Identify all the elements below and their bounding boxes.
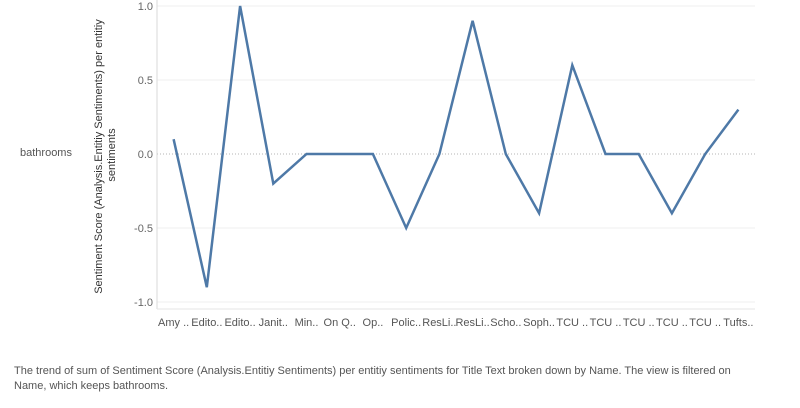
data-point[interactable] bbox=[270, 181, 276, 187]
x-tick-label: Min.. bbox=[295, 317, 319, 329]
data-point[interactable] bbox=[204, 284, 210, 290]
y-tick-label: -1.0 bbox=[134, 297, 153, 309]
data-point[interactable] bbox=[669, 210, 675, 216]
data-point[interactable] bbox=[370, 151, 376, 157]
x-tick-label: Polic.. bbox=[391, 317, 421, 329]
x-tick-label: ResLi.. bbox=[455, 317, 489, 329]
data-point[interactable] bbox=[536, 210, 542, 216]
y-axis-label-line-1: Sentiment Score (Analysis.Entitiy Sentim… bbox=[93, 19, 105, 294]
data-point[interactable] bbox=[603, 151, 609, 157]
row-header-label: bathrooms bbox=[20, 147, 72, 159]
x-tick-label: TCU .. bbox=[656, 317, 688, 329]
data-point[interactable] bbox=[304, 151, 310, 157]
x-tick-label: Op.. bbox=[363, 317, 384, 329]
y-axis-label-line-2: sentiments bbox=[106, 128, 118, 182]
y-tick-labels: 1.0 0.5 0.0 -0.5 -1.0 bbox=[134, 1, 153, 309]
x-tick-label: TCU .. bbox=[623, 317, 655, 329]
x-tick-labels: Amy .. Edito.. Edito.. Janit.. Min.. On Q.. Op… bbox=[158, 317, 753, 329]
series-line bbox=[172, 5, 740, 288]
data-point[interactable] bbox=[237, 3, 243, 9]
x-tick-label: Scho.. bbox=[490, 317, 521, 329]
x-tick-label: TCU .. bbox=[590, 317, 622, 329]
data-point[interactable] bbox=[503, 151, 509, 157]
data-point[interactable] bbox=[735, 107, 741, 113]
x-tick-label: On Q.. bbox=[324, 317, 356, 329]
x-tick-label: Soph.. bbox=[523, 317, 555, 329]
data-point[interactable] bbox=[403, 225, 409, 231]
data-point[interactable] bbox=[337, 151, 343, 157]
y-tick-label: 1.0 bbox=[138, 1, 153, 13]
x-tick-label: Edito.. bbox=[224, 317, 255, 329]
y-tick-label: 0.5 bbox=[138, 75, 153, 87]
y-tick-label: -0.5 bbox=[134, 223, 153, 235]
x-tick-label: TCU .. bbox=[556, 317, 588, 329]
data-point[interactable] bbox=[171, 136, 177, 142]
x-tick-label: TCU .. bbox=[689, 317, 721, 329]
series bbox=[171, 3, 741, 290]
x-tick-label: Edito.. bbox=[191, 317, 222, 329]
x-tick-label: ResLi.. bbox=[422, 317, 456, 329]
data-point[interactable] bbox=[436, 151, 442, 157]
data-point[interactable] bbox=[636, 151, 642, 157]
data-point[interactable] bbox=[702, 151, 708, 157]
x-tick-label: Amy .. bbox=[158, 317, 189, 329]
data-point[interactable] bbox=[470, 18, 476, 24]
gridlines bbox=[157, 5, 755, 303]
data-point[interactable] bbox=[569, 62, 575, 68]
x-tick-label: Tufts.. bbox=[723, 317, 753, 329]
chart-caption: The trend of sum of Sentiment Score (Ana… bbox=[14, 365, 731, 392]
y-tick-label: 0.0 bbox=[138, 149, 153, 161]
y-axis-label: Sentiment Score (Analysis.Entitiy Sentim… bbox=[93, 16, 118, 294]
x-tick-label: Janit.. bbox=[259, 317, 288, 329]
line-chart: Sentiment Score (Analysis.Entitiy Sentim… bbox=[93, 0, 755, 329]
